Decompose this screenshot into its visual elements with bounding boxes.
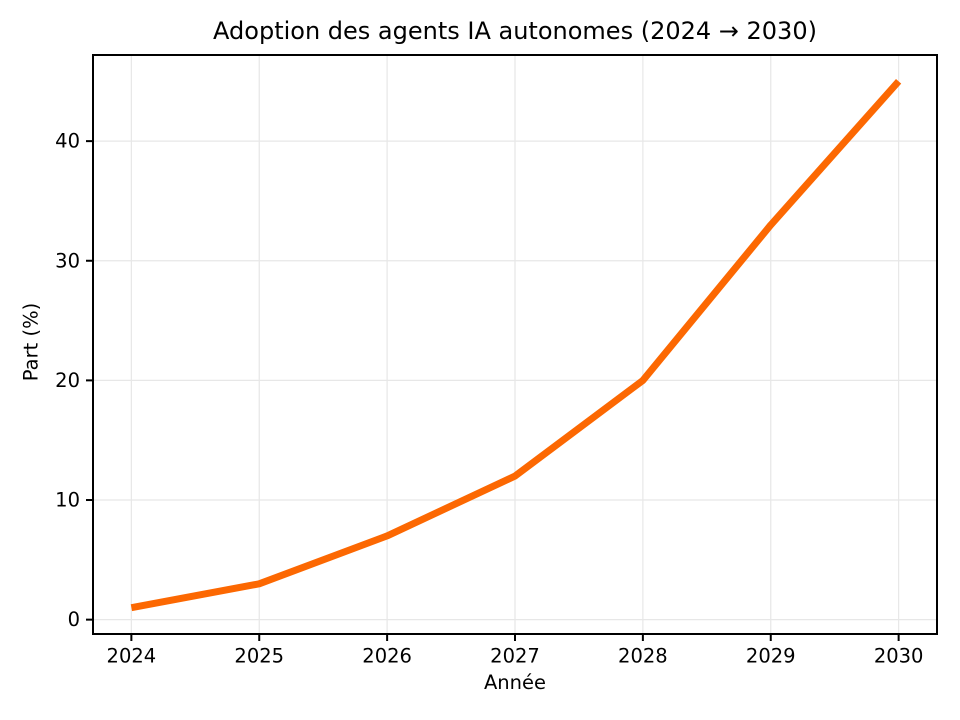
- x-tick-label: 2030: [874, 644, 924, 667]
- y-tick-label: 0: [68, 608, 80, 631]
- data-line-series: [130, 78, 902, 612]
- y-tick-label: 20: [55, 369, 80, 392]
- x-tick-label: 2025: [234, 644, 284, 667]
- y-tick-label: 30: [55, 249, 80, 272]
- x-tick-label: 2027: [490, 644, 540, 667]
- x-tick-label: 2024: [107, 644, 157, 667]
- x-axis-label: Année: [483, 671, 547, 694]
- y-tick-label: 40: [55, 130, 80, 153]
- y-tick-label: 10: [55, 489, 80, 512]
- x-tick-label: 2029: [746, 644, 796, 667]
- chart-title: Adoption des agents IA autonomes (2024 →…: [213, 17, 817, 45]
- x-tick-label: 2026: [362, 644, 412, 667]
- x-tick-label: 2028: [618, 644, 668, 667]
